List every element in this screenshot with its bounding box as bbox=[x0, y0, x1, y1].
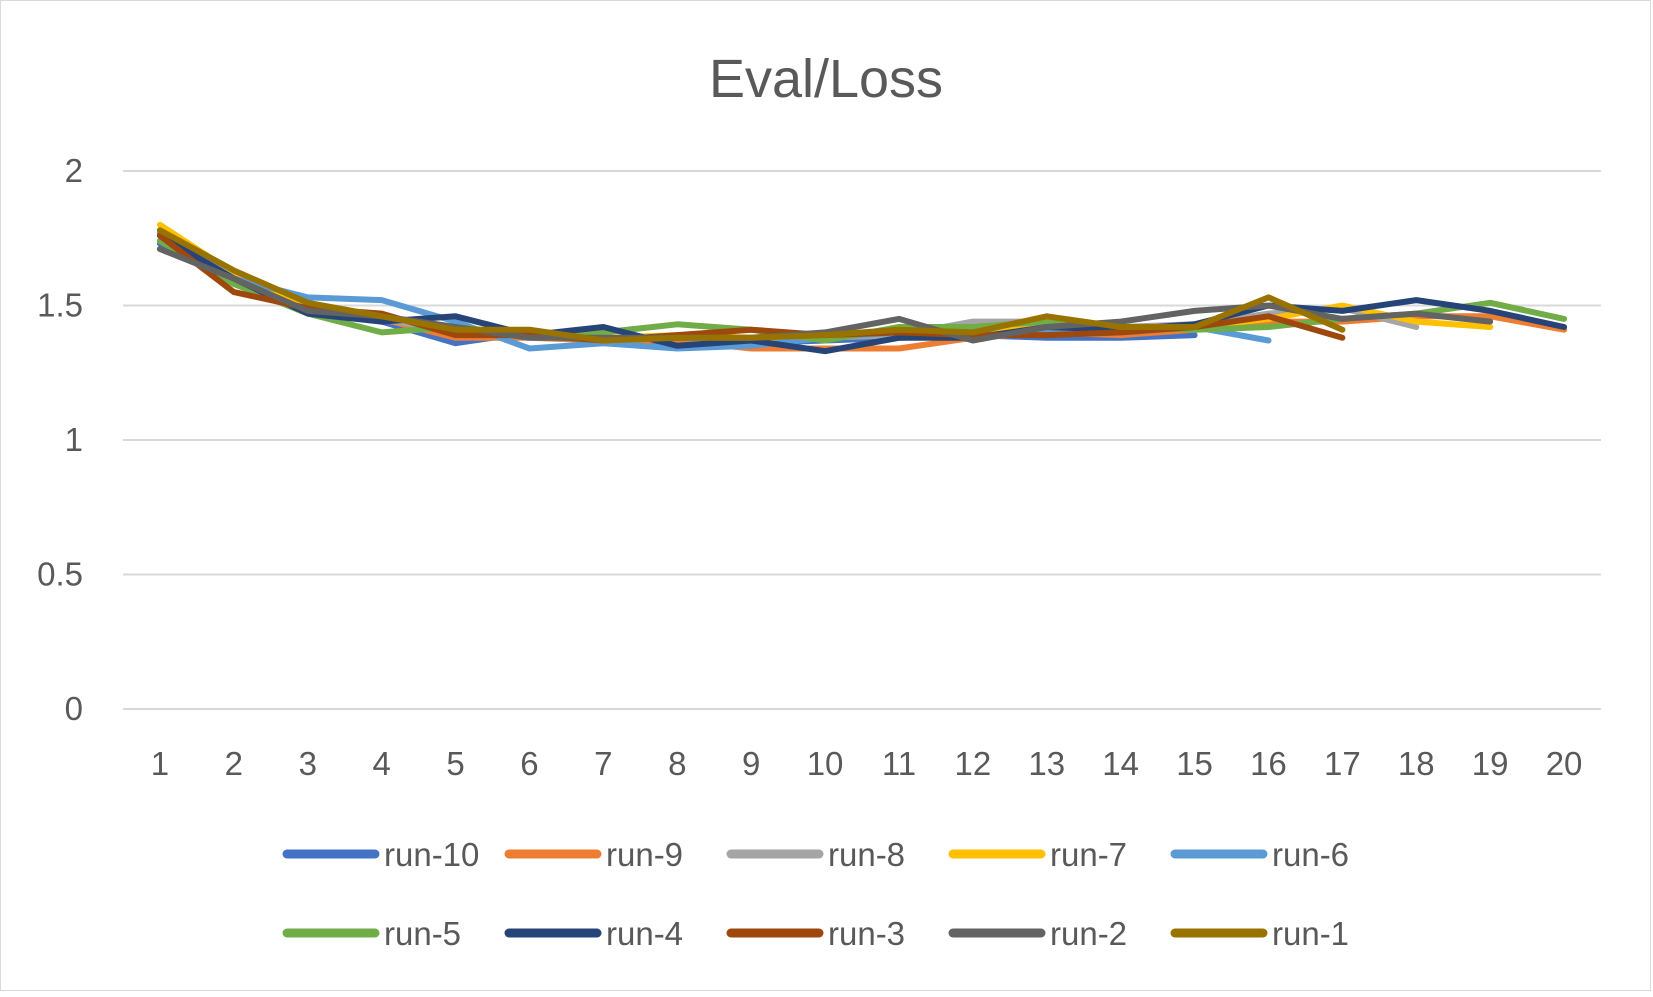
gridlines bbox=[123, 170, 1601, 710]
chart-title: Eval/Loss bbox=[709, 49, 943, 109]
y-tick-label: 0.5 bbox=[37, 556, 83, 593]
x-tick-label: 10 bbox=[807, 745, 844, 782]
x-tick-label: 8 bbox=[668, 745, 686, 782]
legend-item-run-2: run-2 bbox=[948, 915, 1127, 952]
y-tick-label: 0 bbox=[65, 690, 83, 727]
legend-label: run-8 bbox=[828, 836, 905, 873]
x-tick-label: 5 bbox=[446, 745, 464, 782]
legend-item-run-9: run-9 bbox=[504, 836, 683, 873]
x-tick-label: 4 bbox=[372, 745, 390, 782]
legend-item-run-6: run-6 bbox=[1170, 836, 1349, 873]
legend-label: run-4 bbox=[606, 915, 683, 952]
legend-label: run-5 bbox=[384, 915, 461, 952]
legend-label: run-1 bbox=[1272, 915, 1349, 952]
y-axis-tick-labels: 0 0.5 1 1.5 2 bbox=[37, 152, 83, 727]
x-tick-label: 19 bbox=[1472, 745, 1509, 782]
legend-item-run-10: run-10 bbox=[282, 836, 479, 873]
series-lines bbox=[156, 221, 1568, 355]
legend-item-run-1: run-1 bbox=[1170, 915, 1349, 952]
legend-item-run-8: run-8 bbox=[726, 836, 905, 873]
legend: run-10 run-9 run-8 run-7 run-6 run-5 run-4 run-… bbox=[282, 836, 1349, 952]
series-line-run-1 bbox=[156, 227, 1346, 344]
x-tick-label: 16 bbox=[1250, 745, 1287, 782]
legend-label: run-6 bbox=[1272, 836, 1349, 873]
y-tick-label: 1.5 bbox=[37, 287, 83, 324]
x-tick-label: 17 bbox=[1324, 745, 1361, 782]
y-tick-label: 2 bbox=[65, 152, 83, 189]
legend-label: run-7 bbox=[1050, 836, 1127, 873]
x-tick-label: 7 bbox=[594, 745, 612, 782]
x-tick-label: 18 bbox=[1398, 745, 1435, 782]
x-tick-label: 2 bbox=[225, 745, 243, 782]
y-tick-label: 1 bbox=[65, 421, 83, 458]
x-tick-label: 13 bbox=[1028, 745, 1065, 782]
legend-label: run-2 bbox=[1050, 915, 1127, 952]
x-tick-label: 15 bbox=[1176, 745, 1213, 782]
legend-item-run-3: run-3 bbox=[726, 915, 905, 952]
legend-item-run-7: run-7 bbox=[948, 836, 1127, 873]
legend-item-run-4: run-4 bbox=[504, 915, 683, 952]
x-tick-label: 12 bbox=[954, 745, 991, 782]
x-tick-label: 3 bbox=[299, 745, 317, 782]
x-axis-tick-labels: 1 2 3 4 5 6 7 8 9 10 11 12 13 14 15 16 17 18 19 20 bbox=[151, 745, 1583, 782]
x-tick-label: 6 bbox=[520, 745, 538, 782]
legend-label: run-9 bbox=[606, 836, 683, 873]
legend-label: run-10 bbox=[384, 836, 479, 873]
x-tick-label: 20 bbox=[1546, 745, 1583, 782]
legend-item-run-5: run-5 bbox=[282, 915, 461, 952]
x-tick-label: 1 bbox=[151, 745, 169, 782]
x-tick-label: 9 bbox=[742, 745, 760, 782]
legend-label: run-3 bbox=[828, 915, 905, 952]
x-tick-label: 14 bbox=[1102, 745, 1139, 782]
x-tick-label: 11 bbox=[882, 745, 916, 782]
